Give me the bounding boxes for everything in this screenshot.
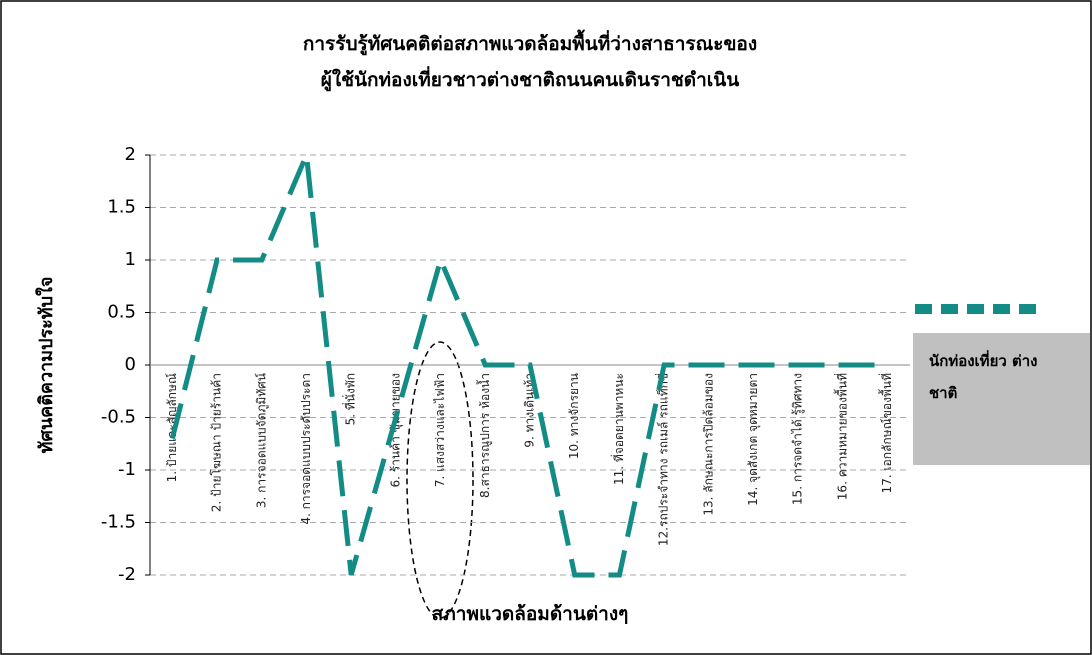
x-tick-label: 10. ทางจักรยาน [567,373,581,459]
x-tick-label: 6. ร้านค้า ซุ้มขายของ [388,373,403,488]
x-tick-label: 4. การจอดแบบประดับประดา [299,373,313,525]
x-tick-label: 5. ที่นั่งพัก [342,373,358,425]
y-axis-title: ทัศนคติความประทับใจ [35,277,57,454]
x-tick-label: 17. เอกลักษณ์ของพื้นที่ [878,373,894,494]
x-tick-label: 11. ที่จอดยานพาหนะ [610,373,626,485]
x-tick-label: 8.สาธารณูปการ ห้องน้ำ [476,373,493,498]
x-tick-label: 1. ป้ายและสัญลักษณ์ [165,373,179,482]
chart-title: การรับรู้ทัศนคติต่อสภาพแวดล้อมพื้นที่ว่า… [303,29,757,56]
y-tick-label: -1.5 [101,512,136,533]
chart-title: ผู้ใช้นักท่องเที่ยวชาวต่างชาติถนนคนเดินร… [321,66,740,92]
y-tick-label: 2 [125,144,136,165]
y-tick-label: 0.5 [107,302,136,323]
y-tick-label: 1 [125,249,136,270]
y-tick-label: -1 [118,459,136,480]
legend-label: นักท่องเที่ยว ต่างชาติ [929,352,1038,402]
x-tick-label: 2. ป้ายโฆษณา ป้ายร้านค้า [210,373,224,512]
x-tick-label: 7. แสงสว่างและไฟฟ้า [433,373,447,487]
x-tick-label: 3. การจอดแบบจัดภูมิทัศน์ [254,373,269,508]
x-tick-label: 16. ความหมายของพื้นที่ [833,373,849,500]
data-line [169,145,888,578]
x-tick-label: 13. ลักษณะการปิดล้อมของ [701,373,715,516]
x-tick-label: 12.รถประจำทาง รถเมล์ รถแท็กซี่ [655,373,671,546]
y-tick-label: -0.5 [101,407,136,428]
x-tick-label: 14. จุดสังเกต จุดหมายตา [746,373,761,506]
annotation-ellipse [406,341,474,619]
y-tick-label: 0 [125,354,136,375]
x-tick-label: 15. การจดจำได้ รู้ทิศทาง [791,373,806,505]
x-tick-label: 9. ทางเดินเท้า [523,373,537,448]
x-axis-title: สภาพแวดล้อมด้านต่างๆ [432,603,629,625]
y-tick-label: -2 [118,564,136,585]
legend: นักท่องเที่ยว ต่างชาติ [913,333,1090,465]
y-tick-label: 1.5 [107,197,136,218]
